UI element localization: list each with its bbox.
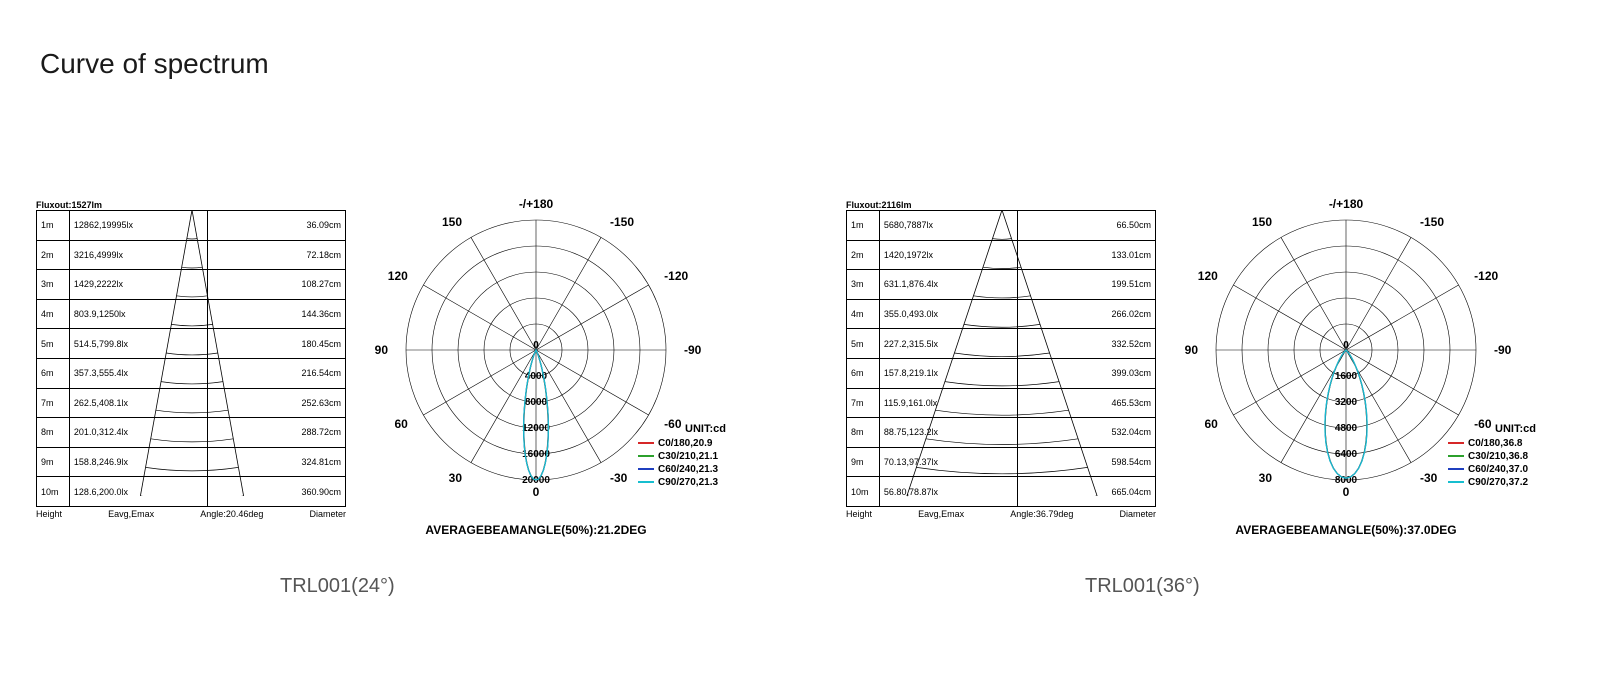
svg-text:-30: -30: [610, 471, 628, 485]
svg-text:C60/240,21.3: C60/240,21.3: [658, 464, 718, 475]
svg-text:-150: -150: [1420, 215, 1444, 229]
svg-text:4800: 4800: [1335, 423, 1358, 434]
svg-text:-30: -30: [1420, 471, 1438, 485]
svg-text:60: 60: [1204, 417, 1218, 431]
svg-text:-60: -60: [1474, 417, 1492, 431]
spread-table-right: 1m5680,7887lx66.50cm2m1420,1972lx133.01c…: [846, 210, 1156, 507]
svg-text:-90: -90: [1494, 343, 1512, 357]
svg-text:90: 90: [1185, 343, 1199, 357]
svg-text:150: 150: [1252, 215, 1272, 229]
table-row: 4m803.9,1250lx144.36cm: [37, 299, 346, 329]
svg-text:8000: 8000: [1335, 475, 1358, 486]
svg-text:150: 150: [442, 215, 462, 229]
svg-text:12000: 12000: [522, 423, 550, 434]
svg-text:-150: -150: [610, 215, 634, 229]
svg-text:6400: 6400: [1335, 449, 1358, 460]
table-row: 3m1429,2222lx108.27cm: [37, 270, 346, 300]
axis-angle: Angle:36.79deg: [1010, 509, 1073, 519]
polar-left: -/+180-150150-120120-9090-6060-303000400…: [366, 190, 746, 540]
svg-text:-120: -120: [664, 269, 688, 283]
table-row: 4m355.0,493.0lx266.02cm: [847, 299, 1156, 329]
axis-diameter: Diameter: [1119, 509, 1156, 519]
svg-text:C90/270,37.2: C90/270,37.2: [1468, 477, 1528, 488]
svg-text:C60/240,37.0: C60/240,37.0: [1468, 464, 1528, 475]
panel-left: Fluxout:1527lm 1m12862,19995lx36.09cm2m3…: [36, 200, 776, 630]
svg-text:C30/210,36.8: C30/210,36.8: [1468, 451, 1528, 462]
svg-text:UNIT:cd: UNIT:cd: [685, 423, 726, 435]
svg-text:30: 30: [449, 471, 463, 485]
svg-text:90: 90: [375, 343, 389, 357]
svg-text:C0/180,36.8: C0/180,36.8: [1468, 438, 1523, 449]
table-row: 7m262.5,408.1lx252.63cm: [37, 388, 346, 418]
axis-labels-left: Height Eavg,Emax Angle:20.46deg Diameter: [36, 509, 346, 519]
svg-text:C0/180,20.9: C0/180,20.9: [658, 438, 713, 449]
axis-angle: Angle:20.46deg: [200, 509, 263, 519]
table-row: 10m128.6,200.0lx360.90cm: [37, 477, 346, 507]
table-row: 6m157.8,219.1lx399.03cm: [847, 358, 1156, 388]
table-row: 5m227.2,315.5lx332.52cm: [847, 329, 1156, 359]
axis-height: Height: [36, 509, 62, 519]
table-row: 9m70.13,97.37lx598.54cm: [847, 447, 1156, 477]
axis-labels-right: Height Eavg,Emax Angle:36.79deg Diameter: [846, 509, 1156, 519]
table-row: 3m631.1,876.4lx199.51cm: [847, 270, 1156, 300]
svg-text:AVERAGEBEAMANGLE(50%):21.2DEG: AVERAGEBEAMANGLE(50%):21.2DEG: [425, 523, 646, 537]
page-title: Curve of spectrum: [40, 48, 269, 80]
svg-text:0: 0: [1343, 485, 1350, 499]
svg-text:60: 60: [394, 417, 408, 431]
table-row: 2m1420,1972lx133.01cm: [847, 240, 1156, 270]
svg-text:0: 0: [533, 485, 540, 499]
table-row: 6m357.3,555.4lx216.54cm: [37, 358, 346, 388]
table-row: 2m3216,4999lx72.18cm: [37, 240, 346, 270]
caption-right: TRL001(36°): [1085, 575, 1200, 598]
svg-text:30: 30: [1259, 471, 1273, 485]
table-row: 9m158.8,246.9lx324.81cm: [37, 447, 346, 477]
svg-text:-120: -120: [1474, 269, 1498, 283]
svg-text:C30/210,21.1: C30/210,21.1: [658, 451, 718, 462]
panel-right: Fluxout:2116lm 1m5680,7887lx66.50cm2m142…: [846, 200, 1586, 630]
table-row: 8m201.0,312.4lx288.72cm: [37, 418, 346, 448]
caption-left: TRL001(24°): [280, 575, 395, 598]
table-row: 7m115.9,161.0lx465.53cm: [847, 388, 1156, 418]
axis-diameter: Diameter: [309, 509, 346, 519]
svg-text:-60: -60: [664, 417, 682, 431]
page: Curve of spectrum Fluxout:1527lm 1m12862…: [0, 0, 1600, 690]
svg-text:-/+180: -/+180: [519, 197, 554, 211]
table-row: 10m56.80,78.87lx665.04cm: [847, 477, 1156, 507]
svg-text:UNIT:cd: UNIT:cd: [1495, 423, 1536, 435]
svg-text:-/+180: -/+180: [1329, 197, 1364, 211]
axis-eavg: Eavg,Emax: [918, 509, 964, 519]
table-row: 8m88.75,123.2lx532.04cm: [847, 418, 1156, 448]
svg-text:AVERAGEBEAMANGLE(50%):37.0DEG: AVERAGEBEAMANGLE(50%):37.0DEG: [1235, 523, 1456, 537]
svg-text:C90/270,21.3: C90/270,21.3: [658, 477, 718, 488]
svg-text:3200: 3200: [1335, 397, 1358, 408]
svg-text:-90: -90: [684, 343, 702, 357]
polar-right: -/+180-150150-120120-9090-6060-303000160…: [1176, 190, 1556, 540]
table-row: 1m12862,19995lx36.09cm: [37, 211, 346, 241]
axis-eavg: Eavg,Emax: [108, 509, 154, 519]
svg-text:8000: 8000: [525, 397, 548, 408]
svg-text:1600: 1600: [1335, 371, 1358, 382]
spread-table-left: 1m12862,19995lx36.09cm2m3216,4999lx72.18…: [36, 210, 346, 507]
svg-text:120: 120: [388, 269, 408, 283]
axis-height: Height: [846, 509, 872, 519]
table-row: 1m5680,7887lx66.50cm: [847, 211, 1156, 241]
svg-text:120: 120: [1198, 269, 1218, 283]
table-row: 5m514.5,799.8lx180.45cm: [37, 329, 346, 359]
